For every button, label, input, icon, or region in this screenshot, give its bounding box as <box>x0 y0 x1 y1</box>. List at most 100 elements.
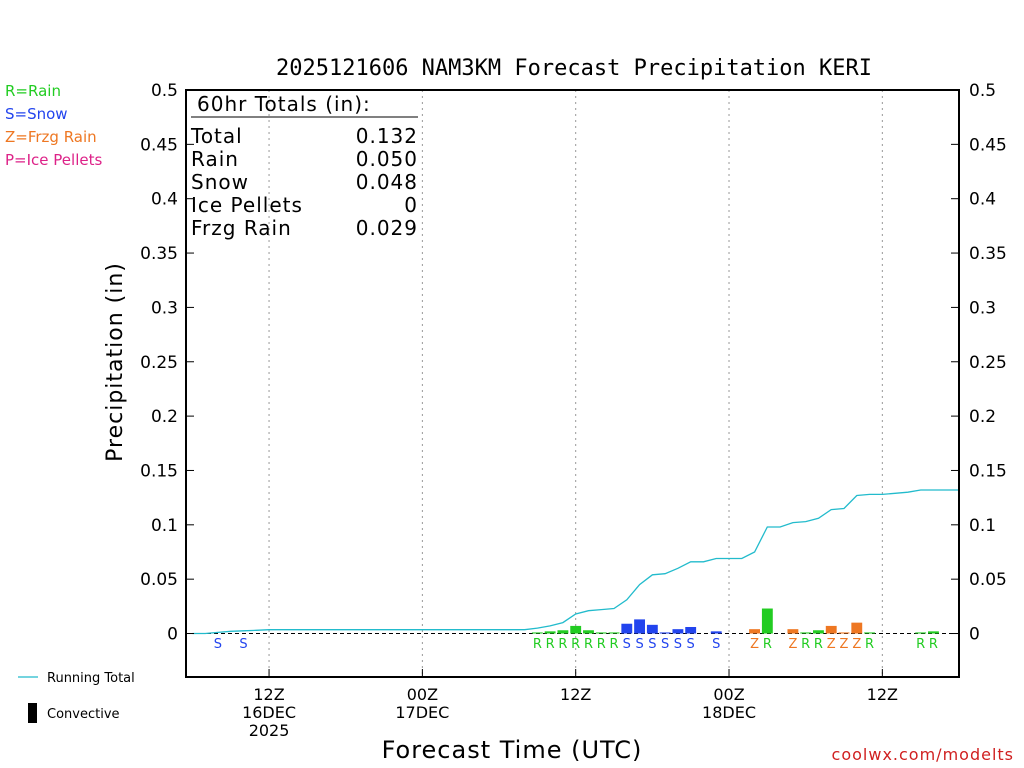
totals-label: Total <box>190 124 243 148</box>
y-tick-label: 0.5 <box>151 81 178 101</box>
precip-type-letter: S <box>239 637 247 652</box>
precip-bar <box>583 630 594 634</box>
precip-bar <box>710 631 722 634</box>
y-tick-label: 0.25 <box>969 353 1007 373</box>
y-tick-label: 0.35 <box>969 244 1007 264</box>
y-tick-label: 0.4 <box>151 190 178 210</box>
precip-type-letter: Z <box>827 637 836 652</box>
y-tick-label: 0.15 <box>969 461 1007 481</box>
precip-bar <box>659 632 671 634</box>
precip-type-letter: R <box>814 637 823 652</box>
totals-label: Frzg Rain <box>191 216 292 240</box>
totals-value: 0 <box>404 193 418 217</box>
y-tick-label: 0.15 <box>140 461 178 481</box>
precip-bar <box>646 624 658 634</box>
precip-bar <box>813 630 824 634</box>
totals-label: Ice Pellets <box>191 193 303 217</box>
y-axis-left: 0 0.05 0.1 0.15 0.2 0.25 0.3 0.35 0.4 0.45 0.5 <box>140 81 194 645</box>
y-tick-label: 0.5 <box>969 81 996 101</box>
x-tick-label: 18DEC <box>702 703 756 722</box>
precip-bar <box>557 630 569 634</box>
precip-bar <box>595 632 607 634</box>
legend-type-entry: R=Rain <box>5 82 61 100</box>
precip-bar <box>864 632 875 634</box>
precip-type-letter: R <box>597 637 606 652</box>
y-tick-label: 0 <box>167 625 178 645</box>
y-tick-label: 0.45 <box>969 135 1007 155</box>
precip-type-letter: S <box>623 637 631 652</box>
y-tick-label: 0.3 <box>969 298 996 318</box>
plot-frame <box>185 89 960 678</box>
totals-box: 60hr Totals (in): Total 0.132 Rain 0.050 Snow… <box>190 92 418 240</box>
precip-bar <box>544 631 556 634</box>
totals-value: 0.050 <box>356 147 418 171</box>
legend-type-entry: P=Ice Pellets <box>5 151 102 169</box>
y-tick-label: 0 <box>969 625 980 645</box>
x-tick-label: 17DEC <box>395 703 449 722</box>
precip-type-letter: R <box>533 637 542 652</box>
y-tick-label: 0.45 <box>140 135 178 155</box>
x-tick-label: 16DEC <box>242 703 296 722</box>
convective-legend-label: Convective <box>47 707 120 722</box>
legend-type-entry: Z=Frzg Rain <box>5 128 97 146</box>
chart-title: 2025121606 NAM3KM Forecast Precipitation… <box>276 56 872 81</box>
precip-bar <box>928 631 939 634</box>
precip-type-letter: S <box>687 637 695 652</box>
precip-bar <box>621 623 633 634</box>
legend-type-entry: S=Snow <box>5 105 68 123</box>
totals-label: Rain <box>191 147 239 171</box>
x-tick-label: 00Z <box>407 685 438 704</box>
precip-bar <box>634 619 646 634</box>
line-legend: Running Total Convective <box>18 671 135 723</box>
precip-type-letter: S <box>712 637 720 652</box>
precip-type-letter: R <box>865 637 874 652</box>
precip-bar <box>838 632 850 634</box>
precip-bar <box>761 608 773 634</box>
precip-bar <box>915 632 927 634</box>
precip-type-letter: R <box>929 637 938 652</box>
y-tick-label: 0.1 <box>969 516 996 536</box>
precip-type-letter: Z <box>788 637 797 652</box>
precip-type-legend: R=Rain S=Snow Z=Frzg Rain P=Ice Pellets <box>5 82 102 169</box>
x-tick-label: 12Z <box>560 685 591 704</box>
precip-bar <box>787 629 799 634</box>
precip-type-letter: S <box>214 637 222 652</box>
precip-type-letter: R <box>763 637 772 652</box>
x-tick-label: 2025 <box>249 721 290 740</box>
totals-value: 0.029 <box>356 216 418 240</box>
precip-type-letter: R <box>558 637 567 652</box>
credit-text: coolwx.com/modelts <box>832 745 1014 764</box>
precip-bar <box>531 632 543 634</box>
y-axis-label: Precipitation (in) <box>103 262 128 462</box>
precip-type-letter: S <box>661 637 669 652</box>
precip-bar <box>685 626 697 634</box>
precip-type-letter: Z <box>852 637 861 652</box>
totals-header: 60hr Totals (in): <box>197 92 371 116</box>
hourly-bars <box>531 608 939 634</box>
x-tick-label: 12Z <box>867 685 898 704</box>
totals-value: 0.132 <box>356 124 418 148</box>
precip-bar <box>570 625 582 634</box>
running-total-legend-label: Running Total <box>47 671 135 686</box>
x-tick-label: 12Z <box>253 685 284 704</box>
y-tick-label: 0.4 <box>969 190 996 210</box>
precip-bar <box>851 622 863 634</box>
grid-lines <box>268 90 883 677</box>
precip-bar <box>800 632 812 634</box>
precip-type-letter: S <box>648 637 656 652</box>
precip-type-letter: R <box>584 637 593 652</box>
precip-bar <box>672 629 684 634</box>
x-tick-label: 00Z <box>713 685 744 704</box>
precip-type-letter: R <box>610 637 619 652</box>
precip-type-letter: Z <box>750 637 759 652</box>
precip-type-letter: S <box>674 637 682 652</box>
precip-bar <box>749 629 761 634</box>
precip-bar <box>608 632 620 634</box>
precip-type-letter: R <box>546 637 555 652</box>
precip-type-letter: Z <box>840 637 849 652</box>
y-tick-label: 0.05 <box>140 570 178 590</box>
convective-swatch <box>28 703 37 723</box>
